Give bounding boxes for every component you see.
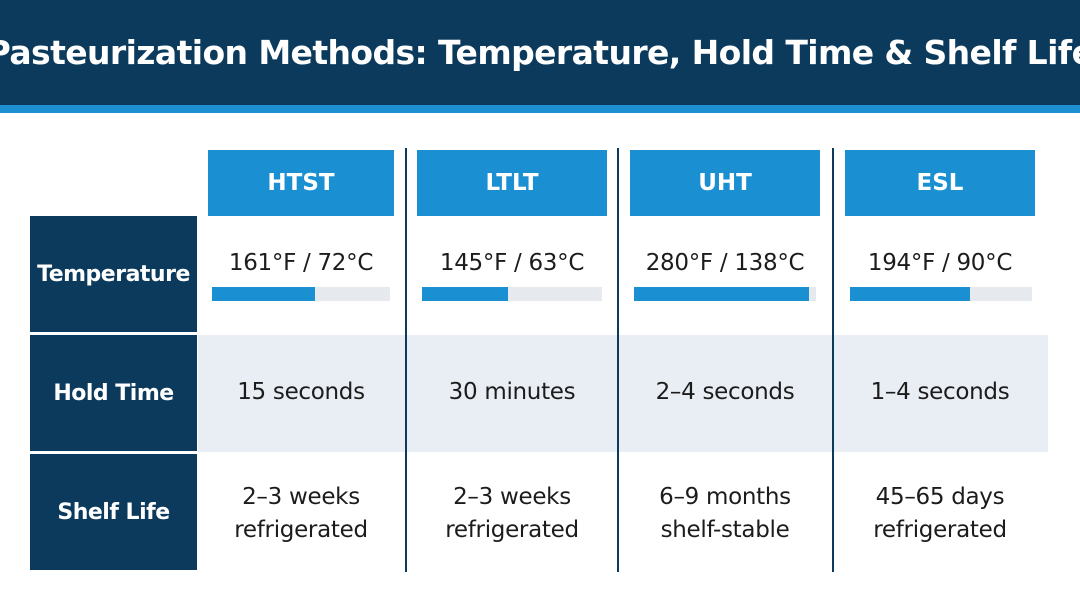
- temperature-value-htst: 161°F / 72°C: [228, 250, 374, 276]
- hold-time-value-htst: 15 seconds: [237, 379, 365, 405]
- temperature-bar-fill: [212, 287, 316, 301]
- temperature-value-esl: 194°F / 90°C: [867, 250, 1013, 276]
- shelf-life-line: refrigerated: [234, 517, 368, 543]
- column-header-uht: UHT: [630, 150, 820, 216]
- shelf-life-line: 45–65 days: [875, 484, 1005, 510]
- hold-time-value-esl: 1–4 seconds: [870, 379, 1010, 405]
- temperature-bar-fill: [422, 287, 509, 301]
- temperature-bar-esl: [850, 287, 1032, 301]
- page-title: Pasteurization Methods: Temperature, Hol…: [0, 33, 1080, 72]
- header-bar: Pasteurization Methods: Temperature, Hol…: [0, 0, 1080, 105]
- shelf-life-value-htst: 2–3 weeks refrigerated: [208, 481, 394, 547]
- shelf-life-line: refrigerated: [445, 517, 579, 543]
- shelf-life-line: 2–3 weeks: [242, 484, 360, 510]
- shelf-life-line: shelf-stable: [660, 517, 790, 543]
- temperature-value-uht: 280°F / 138°C: [645, 250, 805, 276]
- hold-time-value-uht: 2–4 seconds: [655, 379, 795, 405]
- row-label-hold-time: Hold Time: [30, 335, 197, 451]
- row-label-temperature: Temperature: [30, 216, 197, 332]
- column-divider: [832, 148, 834, 572]
- temperature-bar-ltlt: [422, 287, 602, 301]
- shelf-life-line: refrigerated: [873, 517, 1007, 543]
- column-header-htst: HTST: [208, 150, 394, 216]
- temperature-bar-uht: [634, 287, 816, 301]
- shelf-life-value-ltlt: 2–3 weeks refrigerated: [417, 481, 607, 547]
- column-divider: [405, 148, 407, 572]
- temperature-bar-htst: [212, 287, 390, 301]
- hold-time-value-ltlt: 30 minutes: [448, 379, 576, 405]
- column-header-esl: ESL: [845, 150, 1035, 216]
- row-label-shelf-life: Shelf Life: [30, 454, 197, 570]
- shelf-life-line: 2–3 weeks: [453, 484, 571, 510]
- temperature-bar-fill: [850, 287, 971, 301]
- shelf-life-value-uht: 6–9 months shelf-stable: [630, 481, 820, 547]
- column-divider: [617, 148, 619, 572]
- temperature-value-ltlt: 145°F / 63°C: [439, 250, 585, 276]
- column-header-ltlt: LTLT: [417, 150, 607, 216]
- header-accent-stripe: [0, 105, 1080, 113]
- temperature-bar-fill: [634, 287, 809, 301]
- shelf-life-line: 6–9 months: [659, 484, 791, 510]
- hold-time-row-band: [198, 335, 1048, 452]
- shelf-life-value-esl: 45–65 days refrigerated: [845, 481, 1035, 547]
